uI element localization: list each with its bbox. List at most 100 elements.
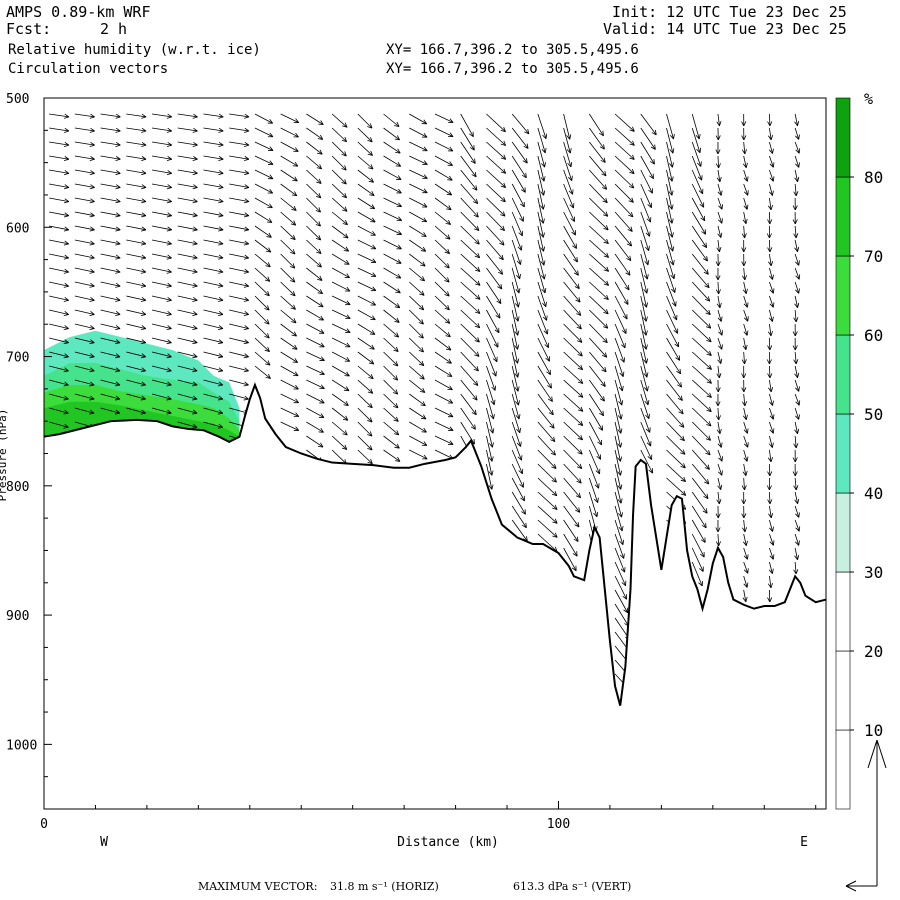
vector-arrow xyxy=(511,505,527,529)
vector-arrow xyxy=(177,379,198,387)
vector-arrow xyxy=(203,127,224,133)
vector-arrow xyxy=(666,407,685,428)
vector-arrow xyxy=(793,309,799,323)
vector-arrow xyxy=(331,239,350,252)
vector-arrow xyxy=(486,295,501,319)
vector-arrow xyxy=(743,323,749,336)
vector-arrow xyxy=(126,281,147,288)
vector-arrow xyxy=(716,295,722,309)
vector-arrow xyxy=(49,155,70,162)
vector-arrow xyxy=(589,155,607,177)
vector-arrow xyxy=(486,239,504,261)
vector-arrow xyxy=(769,407,775,420)
vector-arrow xyxy=(768,435,774,448)
vector-arrow xyxy=(254,169,274,180)
vector-arrow xyxy=(691,505,707,529)
vector-arrow xyxy=(434,197,452,211)
vector-arrow xyxy=(126,127,147,133)
vector-arrow xyxy=(563,351,584,371)
y-tick-label: 700 xyxy=(6,351,29,366)
vector-arrow xyxy=(151,407,172,415)
vector-arrow xyxy=(151,337,172,345)
vector-arrow xyxy=(563,365,584,384)
vector-arrow xyxy=(434,239,450,255)
x-axis-label: Distance (km) xyxy=(397,835,499,850)
vector-arrow xyxy=(331,421,348,436)
vector-arrow xyxy=(640,113,657,136)
vector-arrow xyxy=(511,183,525,208)
vector-arrow xyxy=(537,155,546,182)
vector-arrow xyxy=(511,463,524,488)
vector-arrow xyxy=(280,225,296,241)
vector-arrow xyxy=(203,323,224,331)
vector-arrow xyxy=(614,379,624,406)
vector-arrow xyxy=(74,267,95,274)
vector-arrow xyxy=(486,267,503,290)
vector-arrow xyxy=(614,505,624,532)
vector-arrow xyxy=(383,449,401,462)
vector-arrow xyxy=(614,365,624,392)
vector-arrow xyxy=(511,253,521,280)
vector-arrow xyxy=(589,379,605,402)
vector-arrow xyxy=(614,407,623,434)
vector-arrow xyxy=(254,281,270,297)
vector-arrow xyxy=(100,323,121,331)
vector-arrow xyxy=(563,197,576,222)
vector-arrow xyxy=(331,267,350,279)
vector-arrow xyxy=(640,211,651,237)
vector-arrow xyxy=(614,337,625,363)
vector-arrow xyxy=(640,141,655,165)
vector-arrow xyxy=(666,127,675,154)
vector-arrow xyxy=(640,225,650,252)
vector-arrow xyxy=(306,169,322,184)
vector-arrow xyxy=(640,239,650,266)
axes: 500 600 700 800 900 1000 0 100 xyxy=(6,92,817,832)
vector-arrow xyxy=(409,197,428,208)
vector-arrow xyxy=(331,323,351,333)
vector-arrow xyxy=(177,155,198,162)
vector-arrow xyxy=(409,211,428,223)
vector-arrow xyxy=(306,211,321,227)
vector-arrow xyxy=(280,183,298,197)
vector-arrow xyxy=(742,589,748,603)
vector-arrow xyxy=(794,379,800,392)
vector-arrow xyxy=(383,365,399,381)
vector-arrow xyxy=(589,169,608,190)
vector-arrow xyxy=(614,589,629,614)
vector-arrow xyxy=(280,141,299,152)
vector-arrow xyxy=(486,379,496,406)
vector-arrow xyxy=(691,491,708,514)
vector-arrow xyxy=(614,603,630,627)
vector-arrow xyxy=(717,197,723,210)
vector-arrow xyxy=(460,281,481,300)
vector-arrow xyxy=(691,155,703,181)
vector-arrow xyxy=(383,351,399,367)
vector-arrow xyxy=(203,365,224,373)
vector-arrow xyxy=(74,127,95,133)
vector-arrow xyxy=(331,169,347,185)
vector-arrow xyxy=(203,407,224,415)
vector-arrow xyxy=(614,183,634,203)
vector-arrow xyxy=(177,309,198,316)
vector-arrow xyxy=(743,295,749,308)
vector-arrow xyxy=(666,225,675,252)
vector-arrow xyxy=(100,169,121,176)
vector-arrow xyxy=(203,379,224,387)
vector-arrow xyxy=(640,449,654,474)
vector-arrow xyxy=(126,155,147,162)
vector-arrow xyxy=(357,169,374,183)
vector-arrow xyxy=(408,323,424,339)
vector-arrow xyxy=(151,267,172,274)
vector-arrow xyxy=(74,169,95,176)
vector-arrow xyxy=(589,337,608,358)
vector-arrow xyxy=(306,183,322,199)
vector-arrow xyxy=(203,351,224,359)
vector-arrow xyxy=(254,183,274,194)
vector-arrow xyxy=(741,253,747,267)
vector-arrow xyxy=(666,393,684,415)
vector-arrow xyxy=(715,393,721,407)
vector-arrow xyxy=(126,295,147,302)
vector-arrow xyxy=(331,141,347,157)
vector-arrow xyxy=(383,267,402,279)
vector-arrow xyxy=(640,127,656,150)
